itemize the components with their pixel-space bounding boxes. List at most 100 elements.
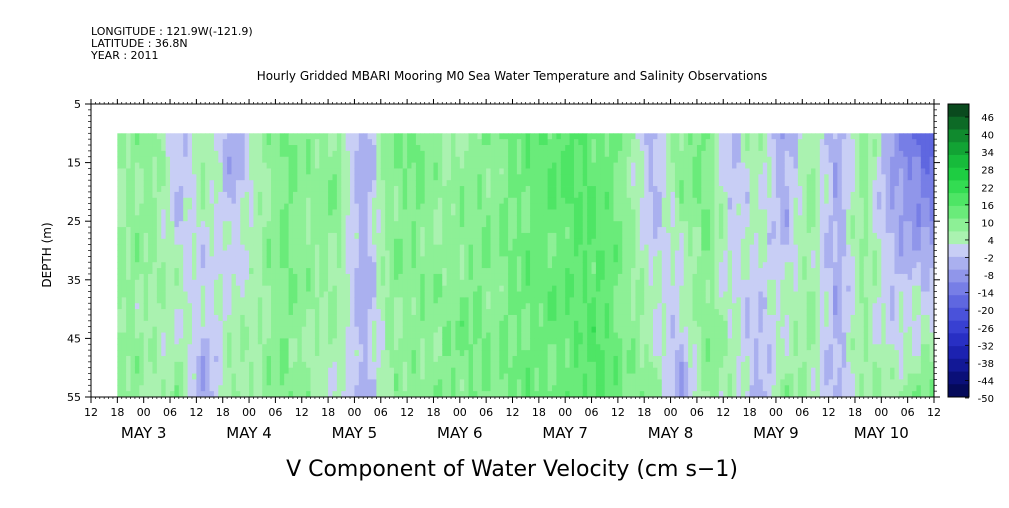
heat-cell — [196, 215, 202, 222]
heat-cell — [121, 268, 127, 275]
heat-cell — [547, 309, 553, 316]
heat-cell — [187, 197, 193, 205]
heat-cell — [385, 145, 390, 152]
heat-cell — [380, 297, 386, 304]
heat-cell — [306, 355, 311, 363]
heat-cell — [310, 238, 316, 246]
heat-cell — [534, 350, 540, 357]
latitude-label: LATITUDE : 36.8N — [91, 37, 188, 50]
heat-cell — [244, 250, 250, 257]
heat-cell — [183, 355, 188, 363]
heat-cell — [490, 150, 496, 158]
heat-cell — [547, 133, 553, 140]
heat-cell — [284, 150, 289, 158]
heat-cell — [191, 174, 197, 181]
heat-cell — [442, 391, 448, 397]
heat-cell — [323, 314, 329, 322]
heat-cell — [288, 186, 294, 193]
heat-cell — [354, 262, 360, 269]
heat-cell — [446, 133, 452, 140]
heat-cell — [319, 273, 325, 281]
heat-cell — [573, 145, 579, 152]
heat-cell — [556, 373, 562, 380]
heat-cell — [552, 244, 557, 251]
heat-cell — [451, 379, 456, 386]
heat-cell — [433, 232, 439, 240]
heat-cell — [429, 215, 434, 222]
heat-cell — [271, 186, 276, 193]
heat-cell — [472, 180, 478, 187]
heat-cell — [398, 162, 404, 169]
heat-cell — [288, 279, 294, 287]
heat-cell — [191, 326, 197, 333]
heat-cell — [314, 221, 320, 228]
heat-cell — [468, 145, 474, 152]
heat-cell — [486, 174, 491, 181]
heat-cell — [336, 326, 342, 333]
heat-cell — [534, 279, 540, 287]
heat-cell — [543, 326, 549, 333]
heat-cell — [139, 215, 145, 222]
heat-cell — [420, 232, 426, 240]
heat-cell — [161, 203, 167, 210]
heat-cell — [314, 162, 320, 169]
heat-cell — [543, 145, 549, 152]
heat-cell — [442, 291, 448, 298]
heat-cell — [595, 268, 601, 275]
heat-cell — [341, 303, 347, 310]
heat-cell — [183, 373, 188, 380]
heat-cell — [389, 355, 395, 363]
heat-cell — [271, 150, 276, 158]
heat-cell — [271, 133, 276, 140]
heat-cell — [354, 150, 360, 158]
heat-cell — [121, 279, 127, 287]
heat-cell — [297, 391, 303, 397]
heat-cell — [534, 385, 540, 392]
heat-cell — [306, 150, 311, 158]
heat-cell — [117, 273, 123, 281]
heat-cell — [429, 250, 434, 257]
heat-cell — [161, 297, 167, 304]
heat-cell — [310, 197, 316, 205]
heat-cell — [279, 256, 285, 263]
heat-cell — [196, 320, 202, 328]
heat-cell — [271, 215, 276, 222]
heat-cell — [490, 268, 496, 275]
heat-cell — [121, 297, 127, 304]
heat-cell — [174, 203, 180, 210]
heat-cell — [376, 361, 382, 369]
heat-cell — [503, 379, 509, 386]
heat-cell — [455, 227, 461, 234]
heat-cell — [376, 273, 382, 281]
heat-cell — [279, 244, 285, 251]
heat-cell — [134, 273, 140, 281]
heat-cell — [534, 168, 540, 175]
heat-cell — [227, 355, 232, 363]
heat-cell — [244, 338, 250, 345]
heat-cell — [578, 162, 584, 169]
heat-cell — [565, 350, 570, 357]
heat-cell — [424, 180, 430, 187]
heat-cell — [380, 162, 386, 169]
heat-cell — [468, 244, 474, 251]
heat-cell — [424, 344, 430, 351]
heat-cell — [389, 221, 395, 228]
heat-cell — [372, 355, 377, 363]
heat-cell — [415, 355, 421, 363]
heat-cell — [521, 203, 527, 210]
heat-cell — [538, 209, 544, 216]
heat-cell — [354, 203, 360, 210]
heat-cell — [516, 273, 522, 281]
heat-cell — [227, 385, 232, 392]
heat-cell — [130, 273, 136, 281]
heat-cell — [525, 168, 531, 175]
heat-cell — [297, 244, 303, 251]
heat-cell — [262, 162, 268, 169]
heat-cell — [200, 227, 206, 234]
heat-cell — [503, 309, 509, 316]
heat-cell — [437, 309, 443, 316]
heat-cell — [191, 256, 197, 263]
heat-cell — [328, 232, 333, 240]
heat-cell — [367, 209, 373, 216]
heat-cell — [472, 273, 478, 281]
